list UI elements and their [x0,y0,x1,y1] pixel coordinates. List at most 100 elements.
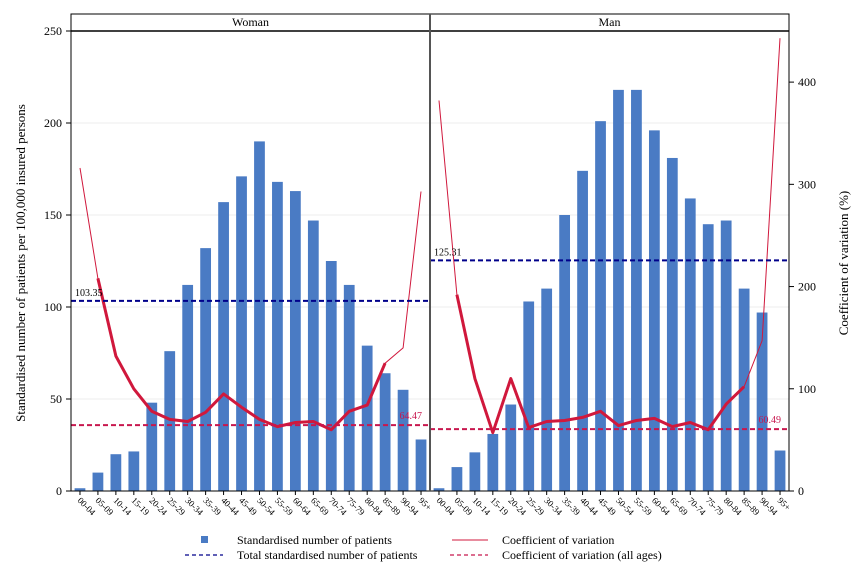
bar-woman [74,488,86,491]
x-axis-tick-label: 00-04 [76,495,98,517]
bar-man [774,450,786,491]
bar-woman [289,191,301,491]
total-reference-label: 103.35 [75,288,103,299]
x-axis-tick-label: 15-19 [129,495,151,517]
bar-man [613,89,624,491]
x-axis-tick-label: 40-44 [578,495,600,517]
bar-woman [164,351,176,491]
bar-man [487,433,499,491]
x-axis-tick-label: 50-54 [255,495,277,517]
bar-man [738,288,750,491]
left-axis-tick-label: 0 [56,484,62,498]
x-axis-tick-label: 10-14 [470,495,492,517]
bar-woman [110,454,122,491]
bar-man [648,130,660,492]
total-reference-label: 125.31 [434,247,462,258]
bar-man [505,404,517,491]
x-axis-tick-label: 65-69 [309,495,331,517]
x-axis-tick-label: 55-59 [273,495,295,517]
right-axis-tick-label: 300 [798,177,816,191]
right-axis-tick-label: 0 [798,484,804,498]
x-axis-tick-label: 70-74 [327,495,349,517]
left-axis-tick-label: 200 [44,116,62,130]
bar-woman [254,141,265,491]
x-axis-tick-label: 45-49 [237,495,259,517]
x-axis-tick-label: 30-34 [542,495,564,517]
left-axis-tick-label: 50 [50,392,62,406]
x-axis-tick-label: 75-79 [345,495,367,517]
bar-man [541,288,553,491]
right-axis-tick-label: 200 [798,280,816,294]
x-axis-tick-label: 05-09 [94,495,116,517]
bar-woman [415,439,427,491]
right-axis-tick-label: 400 [798,75,816,89]
panel-title-man: Man [599,15,621,29]
x-axis-tick-label: 35-39 [201,495,223,517]
plot-area: 0 50 100 150 200 250 0 100 200 300 400 Woman 103.35 6… [44,13,816,518]
bar-woman [236,176,247,492]
bar-woman [272,181,283,491]
bar-woman [307,220,319,491]
bar-man [666,157,678,491]
x-axis-tick-label: 60-64 [291,495,313,517]
bar-woman [379,373,391,491]
legend-label: Coefficient of variation [502,533,614,547]
legend: Standardised number of patients Coefficie… [185,533,662,562]
cv-line-highlight-woman [96,278,387,432]
x-axis-tick-label: 25-29 [165,495,187,517]
x-axis-tick-label: 80-84 [363,495,385,517]
x-axis-tick-label: 65-69 [668,495,690,517]
right-axis-title: Coefficient of variation (%) [836,191,851,336]
bar-woman [361,345,373,491]
x-axis-tick-label: 00-04 [435,495,457,517]
cv-line-highlight-man [455,294,746,435]
bar-man [684,198,696,491]
bar-woman [397,389,409,491]
x-axis-tick-label: 80-84 [722,495,744,517]
bar-man [559,215,571,491]
left-axis-title: Standardised number of patients per 100,… [13,104,28,422]
bar-man [631,89,642,491]
x-axis-tick-label: 30-34 [183,495,205,517]
x-axis-tick-label: 55-59 [632,495,654,517]
bar-man [756,312,768,491]
x-axis-tick-label: 50-54 [614,495,636,517]
x-axis-tick-label: 20-24 [147,495,169,517]
x-axis-tick-label: 05-09 [453,495,475,517]
x-axis-tick-label: 35-39 [560,495,582,517]
bar-man [595,121,606,491]
left-axis-tick-label: 100 [44,300,62,314]
right-axis-tick-label: 100 [798,382,816,396]
x-axis-tick-label: 45-49 [596,495,618,517]
bar-man [433,488,445,491]
cv-reference-label: 64.47 [400,411,423,422]
bar-man [702,224,714,491]
bar-man [451,467,463,491]
panel-title-woman: Woman [232,15,269,29]
bar-man [469,452,481,491]
x-axis-tick-label: 90-94 [399,495,421,517]
left-axis-tick-label: 150 [44,208,62,222]
bar-woman [200,248,212,491]
bar-woman [128,451,140,491]
x-axis-tick-label: 70-74 [686,495,708,517]
bar-man [577,170,588,491]
x-axis-tick-label: 25-29 [524,495,546,517]
x-axis-tick-label: 90-94 [758,495,780,517]
x-axis-tick-label: 60-64 [650,495,672,517]
legend-label: Coefficient of variation (all ages) [502,548,662,562]
left-axis-tick-label: 250 [44,24,62,38]
x-axis-tick-label: 40-44 [219,495,241,517]
bar-woman [325,261,337,491]
x-axis-tick-label: 85-89 [381,495,403,517]
x-axis-tick-label: 20-24 [506,495,528,517]
bar-woman [218,202,229,491]
bar-woman [343,284,355,491]
bar-woman [182,284,194,491]
bar-woman [146,402,158,491]
legend-label: Total standardised number of patients [237,548,418,562]
x-axis-tick-label: 15-19 [488,495,510,517]
bar-man [523,301,535,491]
cv-reference-label: 60.49 [759,415,782,426]
x-axis-tick-label: 10-14 [111,495,133,517]
